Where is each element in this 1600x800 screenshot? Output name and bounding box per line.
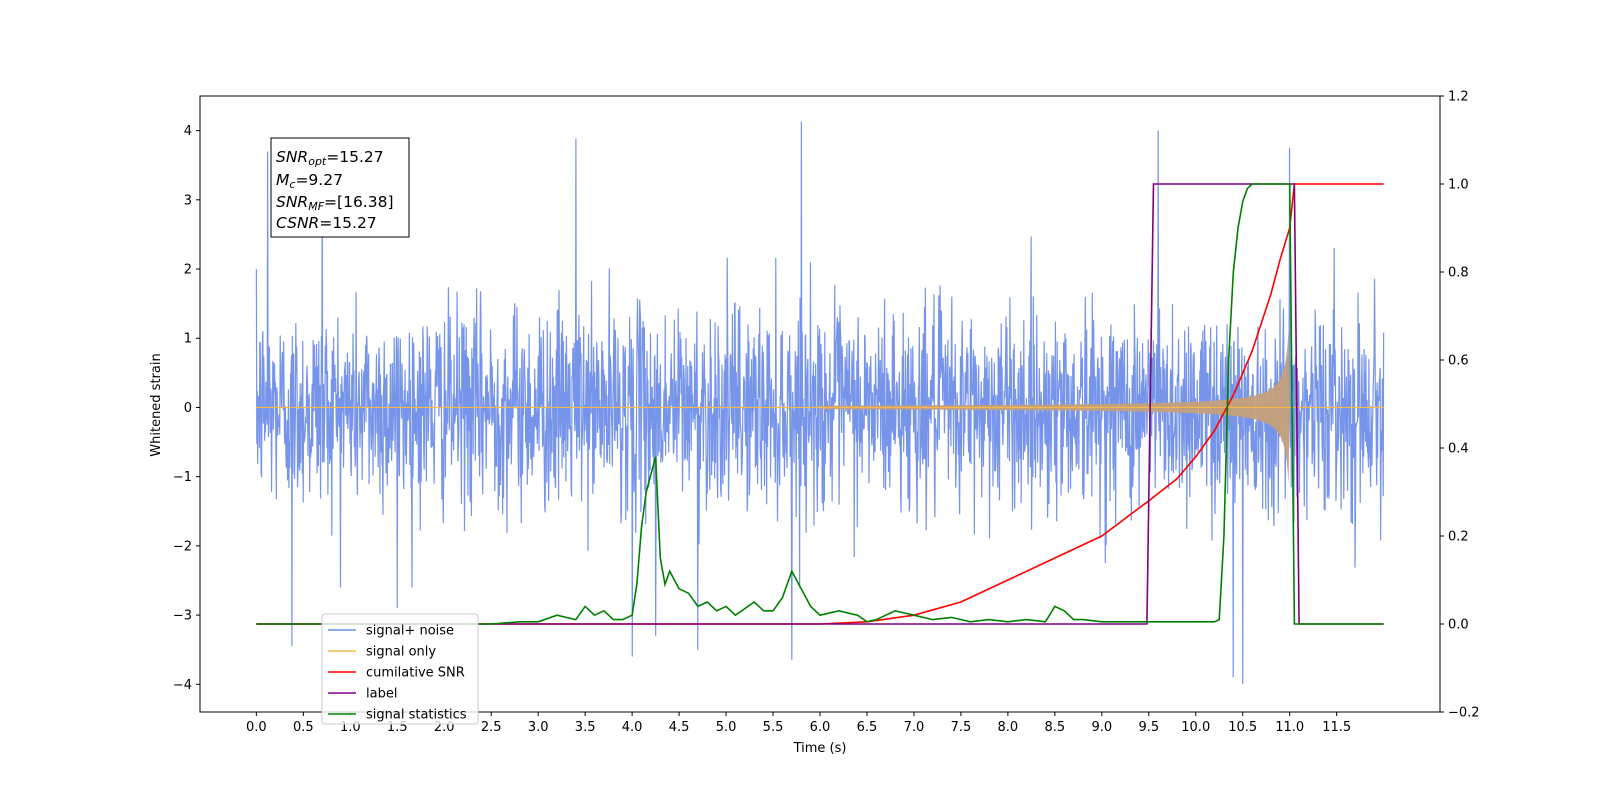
x-tick-label: 0.0 [246,720,267,735]
x-axis: 0.0 0.5 1.0 1.5 2.0 2.5 3.0 3.5 4.0 4.5 5.0 5.5 6.0 6… [246,712,1351,735]
legend-label: cumilative SNR [366,666,465,681]
y-left-tick-label: −1 [173,470,192,485]
x-tick-label: 5.5 [763,720,784,735]
y-left-tick-label: 3 [184,193,192,208]
snr-opt-sub: opt [308,155,327,168]
legend-label: signal only [366,645,436,660]
snr-mf-sub: MF [308,200,324,213]
x-tick-label: 10.0 [1181,720,1210,735]
csnr-symbol: CSNR [276,214,319,232]
x-tick-label: 10.5 [1228,720,1257,735]
x-tick-label: 3.5 [575,720,596,735]
snr-mf-symbol: SNR [276,193,308,211]
x-tick-label: 8.5 [1045,720,1066,735]
y-axis-title: Whitened strain [149,353,164,456]
svg-text:SNRMF=[16.38]: SNRMF=[16.38] [276,193,394,213]
snr-opt-value: =15.27 [326,148,383,166]
csnr-value: =15.27 [319,214,376,232]
mc-value: =9.27 [295,171,343,189]
y-right-tick-label: 0.2 [1448,530,1469,545]
legend-label: signal statistics [366,708,467,723]
svg-text:SNRopt=15.27: SNRopt=15.27 [276,148,384,168]
y-right-tick-label: 1.0 [1448,178,1469,193]
stats-annotation: SNRopt=15.27 Mc=9.27 SNRMF=[16.38] CSNR=… [270,137,410,238]
x-tick-label: 4.0 [622,720,643,735]
x-tick-label: 11.0 [1275,720,1304,735]
x-tick-label: 2.5 [481,720,502,735]
legend: signal+ noise signal only cumilative SNR la… [321,613,479,725]
x-tick-label: 8.0 [998,720,1019,735]
snr-opt-symbol: SNR [276,148,308,166]
y-axis-left: −4 −3 −2 −1 0 1 2 3 4 [173,124,200,693]
series-cumulative-snr [256,183,1384,625]
y-right-tick-label: −0.2 [1448,706,1480,721]
x-tick-label: 5.0 [716,720,737,735]
legend-label: label [366,687,397,702]
y-left-tick-label: −3 [173,609,192,624]
y-left-tick-label: −4 [173,678,192,693]
y-right-tick-label: 0.6 [1448,354,1469,369]
svg-text:Mc=9.27: Mc=9.27 [276,171,343,191]
series-signal-statistics [256,183,1384,625]
x-tick-label: 3.0 [528,720,549,735]
legend-label: signal+ noise [366,624,454,639]
x-tick-label: 9.0 [1091,720,1112,735]
y-left-tick-label: 0 [184,401,192,416]
mc-symbol: M [276,171,289,189]
y-left-tick-label: −2 [173,539,192,554]
x-tick-label: 4.5 [669,720,690,735]
x-tick-label: 9.5 [1138,720,1159,735]
y-right-tick-label: 0.0 [1448,618,1469,633]
y-left-tick-label: 4 [184,124,192,139]
x-tick-label: 7.0 [904,720,925,735]
y-right-tick-label: 1.2 [1448,90,1469,105]
x-tick-label: 0.5 [293,720,314,735]
x-tick-label: 11.5 [1322,720,1351,735]
x-tick-label: 7.5 [951,720,972,735]
x-tick-label: 6.5 [857,720,878,735]
y-left-tick-label: 2 [184,263,192,278]
series-signal-noise [255,121,1385,685]
y-axis-right: −0.2 0.0 0.2 0.4 0.6 0.8 1.0 1.2 [1440,90,1480,721]
x-tick-label: 6.0 [810,720,831,735]
series-layer [255,121,1385,685]
svg-text:CSNR=15.27: CSNR=15.27 [276,214,377,232]
x-axis-title: Time (s) [793,741,847,756]
y-right-tick-label: 0.8 [1448,266,1469,281]
y-right-tick-label: 0.4 [1448,442,1469,457]
y-left-tick-label: 1 [184,332,192,347]
mc-sub: c [289,178,295,191]
snr-mf-value: =[16.38] [324,193,393,211]
